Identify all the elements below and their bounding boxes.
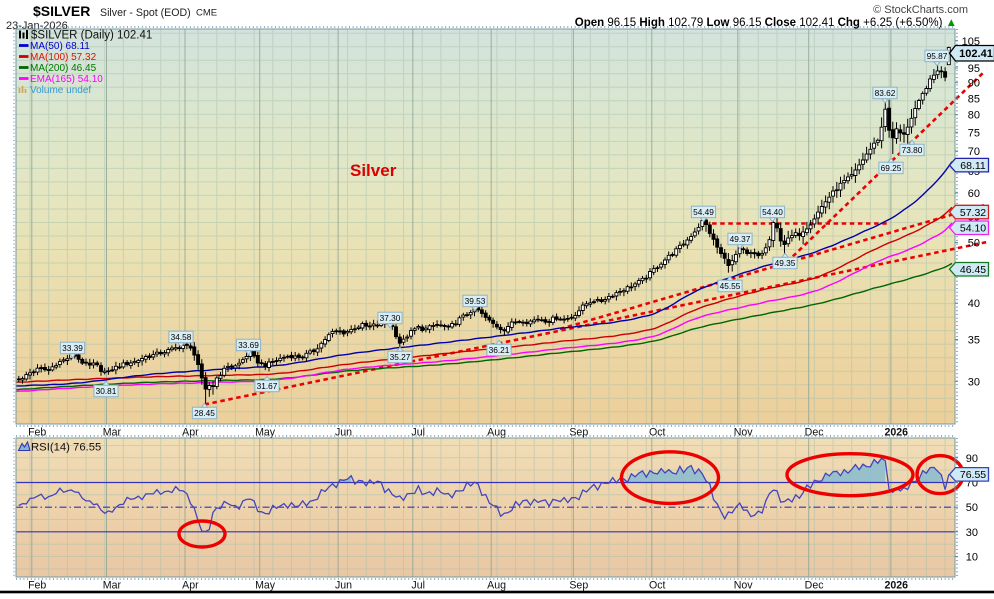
svg-text:May: May	[255, 427, 276, 439]
svg-text:$SILVER (Daily) 102.41: $SILVER (Daily) 102.41	[31, 30, 152, 42]
svg-text:49.37: 49.37	[730, 234, 751, 244]
svg-text:Jun: Jun	[335, 427, 352, 439]
svg-text:73.80: 73.80	[902, 145, 923, 155]
svg-text:102.41: 102.41	[959, 48, 993, 60]
svg-text:75: 75	[968, 127, 980, 139]
svg-text:80: 80	[968, 110, 980, 122]
svg-text:Jul: Jul	[411, 427, 425, 439]
svg-text:Sep: Sep	[569, 580, 588, 592]
svg-text:95.87: 95.87	[927, 51, 948, 61]
svg-text:Oct: Oct	[649, 427, 666, 439]
svg-text:69.25: 69.25	[881, 163, 902, 173]
svg-text:30.81: 30.81	[96, 386, 117, 396]
svg-text:85: 85	[968, 93, 980, 105]
svg-text:2026: 2026	[885, 427, 909, 439]
svg-text:2026: 2026	[885, 580, 909, 592]
svg-text:46.45: 46.45	[960, 264, 986, 276]
svg-text:Dec: Dec	[805, 580, 825, 592]
svg-text:95: 95	[968, 63, 980, 75]
svg-text:50: 50	[966, 502, 978, 514]
svg-text:$SILVER: $SILVER	[33, 3, 90, 19]
svg-text:68.11: 68.11	[960, 160, 986, 172]
svg-text:30: 30	[966, 527, 978, 539]
svg-text:70: 70	[968, 146, 980, 158]
svg-text:RSI(14) 76.55: RSI(14) 76.55	[31, 442, 101, 454]
svg-text:76.55: 76.55	[960, 469, 986, 481]
svg-text:45.55: 45.55	[720, 281, 741, 291]
svg-text:105: 105	[962, 36, 980, 48]
svg-text:54.40: 54.40	[762, 207, 783, 217]
svg-text:54.10: 54.10	[960, 223, 986, 235]
svg-text:MA(200) 46.45: MA(200) 46.45	[30, 63, 97, 74]
svg-text:May: May	[255, 580, 276, 592]
svg-text:MA(100) 57.32: MA(100) 57.32	[30, 52, 97, 63]
svg-text:35.27: 35.27	[390, 352, 411, 362]
svg-text:60: 60	[968, 188, 980, 200]
svg-text:83.62: 83.62	[875, 88, 896, 98]
svg-text:Volume undef: Volume undef	[30, 85, 91, 96]
svg-text:30: 30	[968, 376, 980, 388]
svg-text:49.35: 49.35	[775, 258, 796, 268]
svg-text:33.69: 33.69	[238, 340, 259, 350]
svg-text:Jun: Jun	[335, 580, 352, 592]
svg-text:36.21: 36.21	[489, 345, 510, 355]
svg-text:Feb: Feb	[28, 580, 46, 592]
svg-text:90: 90	[966, 453, 978, 465]
svg-text:31.67: 31.67	[257, 381, 278, 391]
svg-text:Silver: Silver	[350, 161, 397, 180]
svg-text:© StockCharts.com: © StockCharts.com	[873, 4, 968, 16]
svg-text:50: 50	[968, 238, 980, 250]
svg-text:Open 96.15 High 102.79 Low 96.: Open 96.15 High 102.79 Low 96.15 Close 1…	[575, 17, 957, 29]
svg-text:Jul: Jul	[411, 580, 425, 592]
svg-text:57.32: 57.32	[960, 207, 986, 219]
svg-text:Nov: Nov	[734, 580, 754, 592]
svg-text:Apr: Apr	[182, 580, 199, 592]
svg-text:40: 40	[968, 298, 980, 310]
svg-text:Sep: Sep	[569, 427, 588, 439]
svg-text:39.53: 39.53	[465, 296, 486, 306]
svg-text:33.39: 33.39	[62, 343, 83, 353]
svg-text:MA(50) 68.11: MA(50) 68.11	[30, 41, 90, 52]
svg-text:EMA(165) 54.10: EMA(165) 54.10	[30, 74, 103, 85]
svg-text:Oct: Oct	[649, 580, 666, 592]
svg-text:Aug: Aug	[487, 580, 506, 592]
svg-text:Mar: Mar	[103, 580, 122, 592]
svg-text:Feb: Feb	[28, 427, 46, 439]
svg-text:CME: CME	[196, 8, 217, 19]
svg-text:90: 90	[968, 78, 980, 90]
svg-text:Dec: Dec	[805, 427, 825, 439]
svg-text:37.30: 37.30	[380, 313, 401, 323]
svg-text:28.45: 28.45	[194, 408, 215, 418]
svg-text:34.58: 34.58	[171, 332, 192, 342]
svg-text:Nov: Nov	[734, 427, 754, 439]
svg-text:54.49: 54.49	[693, 207, 714, 217]
svg-text:10: 10	[966, 552, 978, 564]
svg-text:35: 35	[968, 335, 980, 347]
svg-text:Silver - Spot (EOD): Silver - Spot (EOD)	[100, 7, 191, 19]
